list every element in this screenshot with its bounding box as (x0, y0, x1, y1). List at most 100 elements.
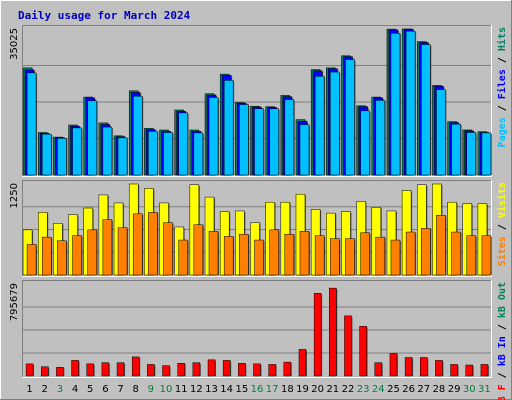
bar (481, 132, 492, 176)
bar (283, 361, 292, 377)
series-legend: Sites / Visits (496, 182, 508, 266)
series-legend-part: / (497, 366, 508, 384)
bar (254, 239, 264, 276)
bar (222, 360, 231, 377)
day-label: 6 (102, 384, 108, 395)
bar (481, 235, 492, 276)
bar (239, 104, 249, 176)
bar (253, 363, 261, 377)
bar (284, 233, 295, 276)
day-label: 12 (190, 384, 203, 395)
bar (132, 213, 143, 276)
bar (56, 367, 64, 377)
series-legend-part: Hits (496, 27, 508, 51)
bar (132, 95, 143, 176)
bar (421, 44, 431, 176)
bar (465, 364, 474, 377)
day-label: 1 (26, 384, 32, 395)
panel-kbytes: 795679 kB F / kB In / kB Out (9, 280, 508, 400)
bar (329, 287, 337, 377)
bar (117, 227, 128, 276)
bar (87, 229, 97, 276)
bar (193, 132, 204, 176)
bar (223, 236, 234, 276)
bar (178, 112, 188, 176)
bar (207, 359, 216, 377)
day-label: 29 (448, 384, 461, 395)
series-legend: kB F / kB In / kB Out (497, 282, 508, 400)
bar (41, 133, 52, 176)
bar (87, 100, 97, 176)
bar (131, 356, 140, 377)
day-label: 25 (387, 384, 400, 395)
series-legend-part: Visits (496, 182, 508, 218)
bar (313, 293, 322, 377)
day-label: 22 (342, 384, 355, 395)
series-legend: Pages / Files / Hits (496, 27, 508, 147)
bar (117, 137, 128, 176)
bar (420, 357, 428, 377)
day-label: 21 (326, 384, 339, 395)
bar (360, 110, 370, 176)
bar (390, 239, 401, 276)
series-legend-part: Files (496, 69, 508, 99)
bar (330, 71, 340, 176)
bar (102, 219, 113, 276)
bar (360, 232, 370, 276)
bar (238, 363, 246, 377)
day-label: 17 (266, 384, 279, 395)
bar (389, 353, 398, 377)
bar (178, 239, 188, 276)
bar (345, 59, 355, 176)
series-pages (26, 30, 492, 176)
bar (40, 366, 49, 377)
day-label: 24 (372, 384, 385, 395)
y-max-label: 795679 (9, 283, 20, 321)
day-label: 19 (296, 384, 309, 395)
bar (344, 315, 352, 377)
bar (268, 364, 276, 377)
bar (284, 99, 295, 176)
day-label: 3 (57, 384, 63, 395)
chart-title: Daily usage for March 2024 (18, 9, 191, 22)
series-legend-part: kB In (497, 336, 508, 366)
day-label: 2 (42, 384, 48, 395)
day-label: 10 (160, 384, 173, 395)
bar (404, 357, 413, 377)
bar (375, 236, 386, 276)
day-label: 4 (72, 384, 78, 395)
bar (254, 108, 264, 176)
y-max-label: 35025 (9, 28, 20, 60)
day-label: 23 (357, 384, 370, 395)
bar (450, 364, 458, 377)
series-legend-part: / (497, 218, 508, 236)
bar (163, 222, 173, 276)
bar (163, 132, 173, 176)
bar (102, 126, 113, 176)
y-max-label: 1250 (9, 183, 20, 208)
bar (148, 212, 158, 276)
chart-panels: 35025 Pages / Files / Hits 1250 Sites / Vis… (9, 25, 508, 400)
bar (299, 124, 310, 176)
bar (192, 362, 201, 377)
bar (314, 75, 325, 176)
day-label: 14 (220, 384, 233, 395)
bar (86, 363, 94, 377)
panel-area (22, 280, 492, 378)
bar (116, 362, 125, 377)
bar (405, 231, 416, 276)
day-label: 27 (417, 384, 430, 395)
bar (405, 30, 416, 176)
bar (466, 235, 477, 276)
bar (330, 238, 340, 276)
series-sites (26, 212, 492, 276)
series-legend-part: kB F (497, 384, 508, 400)
day-label: 9 (148, 384, 154, 395)
day-label: 30 (463, 384, 476, 395)
bar (374, 362, 383, 377)
series-legend-part: Pages (497, 117, 508, 147)
day-label: 5 (87, 384, 93, 395)
bar (269, 108, 279, 176)
bar (177, 363, 185, 377)
